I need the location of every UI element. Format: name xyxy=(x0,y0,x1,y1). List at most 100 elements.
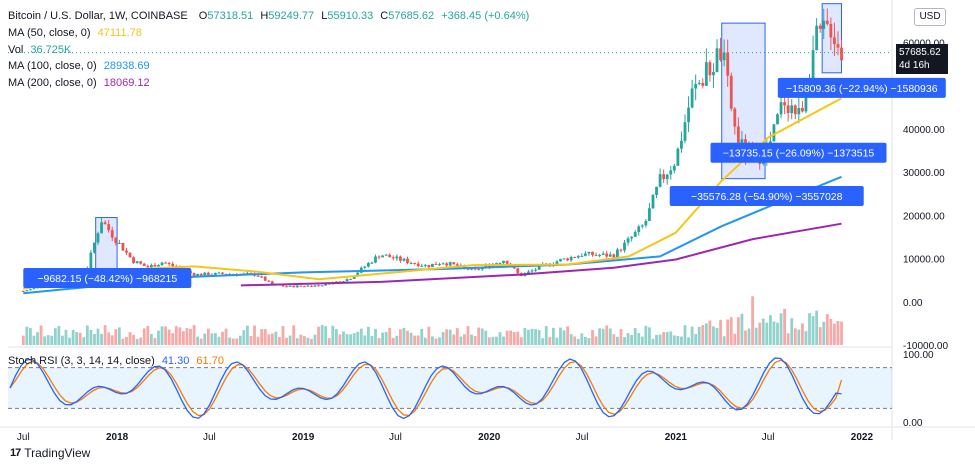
candle-body xyxy=(783,102,787,106)
stoch-tick-label: 0.00 xyxy=(903,418,923,429)
candle-body xyxy=(644,220,648,226)
volume-bar xyxy=(708,320,712,345)
currency-button[interactable]: USD xyxy=(914,8,946,26)
time-tick-label: 2022 xyxy=(851,432,874,443)
candle-body xyxy=(516,268,520,274)
candle-body xyxy=(591,251,594,256)
volume-bar xyxy=(409,332,413,345)
legend-ma100[interactable]: MA (100, close, 0) 28938.69 xyxy=(8,60,150,72)
candle-body xyxy=(583,253,587,256)
volume-bar xyxy=(612,334,616,345)
price-tick-label: 10000.00 xyxy=(903,255,945,266)
candle-body xyxy=(32,288,36,290)
volume-bar xyxy=(729,317,733,345)
candle-body xyxy=(260,276,264,278)
volume-bar xyxy=(833,323,836,345)
volume-bar xyxy=(840,321,843,345)
ohlc-low: 55910.33 xyxy=(327,10,374,22)
volume-bar xyxy=(448,329,452,345)
volume-bar xyxy=(790,318,794,345)
volume-bar xyxy=(89,330,93,345)
measure-label-bg xyxy=(669,185,864,206)
volume-bar xyxy=(135,338,139,345)
volume-bar xyxy=(498,332,502,345)
volume-bar xyxy=(32,335,36,345)
volume-bar xyxy=(313,334,317,345)
candle-body xyxy=(676,148,680,166)
legend-vol[interactable]: Vol 36.725K xyxy=(8,44,72,56)
candle-body xyxy=(313,285,317,287)
volume-bar xyxy=(139,337,143,345)
symbol-legend: Bitcoin / U.S. Dollar, 1W, COINBASE O573… xyxy=(8,10,530,22)
candle-body xyxy=(804,92,808,112)
volume-bar xyxy=(43,336,47,345)
legend-stoch-rsi[interactable]: Stoch RSI (3, 3, 14, 14, close) 41.30 61… xyxy=(8,355,224,367)
candle-body xyxy=(455,264,459,267)
candle-body xyxy=(157,264,160,267)
volume-bar xyxy=(658,334,662,345)
stoch-tick-label: 100.00 xyxy=(903,350,934,361)
candle-body xyxy=(334,281,338,283)
volume-bar xyxy=(103,325,107,345)
candle-body xyxy=(498,262,502,264)
volume-bar xyxy=(235,338,239,345)
volume-bar xyxy=(406,330,409,345)
volume-bar xyxy=(242,330,246,345)
candle-body xyxy=(391,257,395,259)
legend-ma50[interactable]: MA (50, close, 0) 47111.78 xyxy=(8,27,142,39)
volume-bar xyxy=(733,333,737,345)
candle-body xyxy=(398,256,402,261)
volume-bar xyxy=(320,325,324,345)
candle-body xyxy=(221,272,224,274)
tradingview-logo[interactable]: 17 TradingView xyxy=(10,446,90,460)
volume-bar xyxy=(665,332,669,345)
volume-bar xyxy=(793,328,797,345)
volume-bar xyxy=(726,319,730,345)
volume-bar xyxy=(149,333,153,345)
measure-label-bg xyxy=(777,77,946,98)
volume-bar xyxy=(359,328,363,345)
candle-body xyxy=(93,242,96,253)
candle-body xyxy=(452,262,456,265)
volume-bar xyxy=(288,335,292,345)
candle-body xyxy=(306,285,310,287)
volume-bar xyxy=(484,330,488,345)
volume-bar xyxy=(619,329,623,345)
volume-bar xyxy=(519,337,523,345)
volume-bar xyxy=(591,330,594,345)
volume-bar xyxy=(811,316,815,345)
ohlc-change: +368.45 (+0.64%) xyxy=(441,10,530,22)
legend-ma200[interactable]: MA (200, close, 0) 18069.12 xyxy=(8,77,150,89)
ohlc-open: 57318.51 xyxy=(207,10,254,22)
volume-bar xyxy=(768,315,772,345)
volume-bar xyxy=(431,336,434,345)
candle-body xyxy=(623,242,626,251)
price-tick-label: -10000.00 xyxy=(903,341,948,352)
candle-body xyxy=(438,264,441,266)
candle-body xyxy=(406,258,409,263)
volume-bar xyxy=(196,336,200,345)
volume-bar xyxy=(459,336,463,345)
candle-body xyxy=(25,290,29,292)
volume-bar xyxy=(523,327,527,345)
candle-body xyxy=(317,285,320,287)
volume-bar xyxy=(633,328,637,345)
volume-bar xyxy=(39,325,43,345)
volume-bar xyxy=(21,335,25,345)
candle-body xyxy=(320,285,324,287)
volume-bar xyxy=(555,337,559,345)
volume-bar xyxy=(576,338,580,345)
volume-bar xyxy=(480,328,484,345)
candle-body xyxy=(146,265,150,268)
volume-bar xyxy=(712,326,715,345)
volume-bar xyxy=(495,336,498,345)
volume-bar xyxy=(374,328,377,345)
volume-bar xyxy=(78,332,82,345)
candle-body xyxy=(530,270,534,272)
time-tick-label: 2019 xyxy=(292,432,315,443)
candle-body xyxy=(381,255,385,258)
candle-body xyxy=(555,261,559,265)
candle-body xyxy=(206,272,210,276)
candle-body xyxy=(448,262,452,266)
volume-bar xyxy=(537,330,541,345)
